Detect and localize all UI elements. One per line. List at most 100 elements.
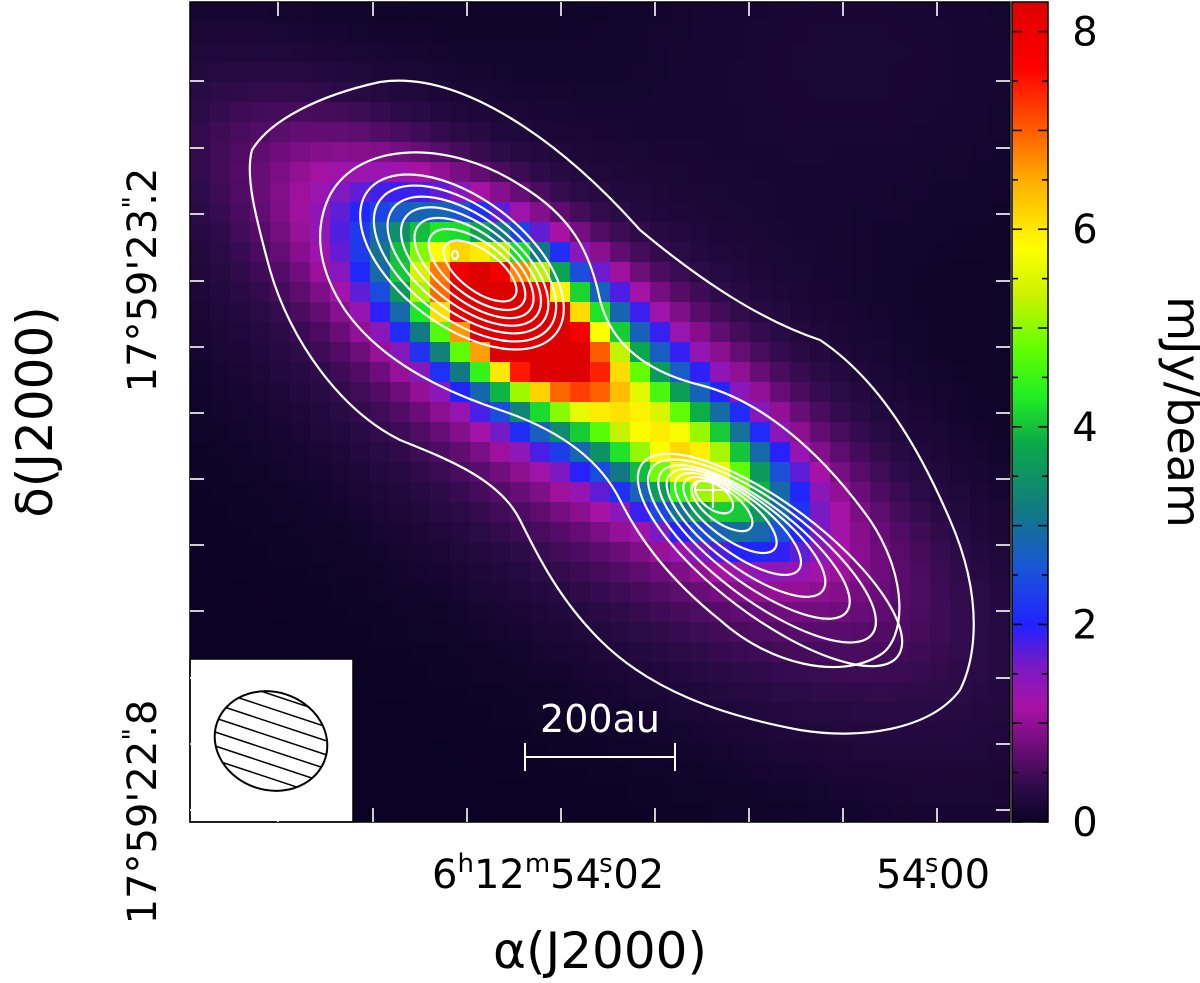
heatmap-pixel (450, 362, 471, 383)
heatmap-pixel (350, 802, 371, 822)
heatmap-pixel (550, 182, 571, 203)
heatmap-pixel (950, 482, 971, 503)
heatmap-pixel (330, 482, 351, 503)
heatmap-pixel (570, 2, 591, 23)
contour-level-2 (319, 151, 901, 669)
heatmap-pixel (890, 682, 911, 703)
heatmap-pixel (730, 202, 751, 223)
heatmap-pixel (910, 422, 931, 443)
heatmap-pixel (650, 162, 671, 183)
heatmap-pixel (730, 282, 751, 303)
heatmap-pixel (750, 82, 771, 103)
heatmap-pixel (410, 462, 431, 483)
heatmap-pixel (330, 202, 351, 223)
heatmap-pixel (230, 42, 251, 63)
heatmap-pixel (290, 522, 311, 543)
heatmap-pixel (850, 42, 871, 63)
heatmap-pixel (590, 382, 611, 403)
heatmap-pixel (630, 582, 651, 603)
heatmap-pixel (190, 562, 211, 583)
heatmap-pixel (830, 622, 851, 643)
heatmap-pixel (470, 802, 491, 822)
heatmap-pixel (990, 322, 1010, 343)
heatmap-pixel (470, 462, 491, 483)
heatmap-pixel (210, 402, 231, 423)
heatmap-pixel (530, 122, 551, 143)
heatmap-pixel (930, 602, 951, 623)
heatmap-pixel (830, 362, 851, 383)
heatmap-pixel (550, 522, 571, 543)
heatmap-pixel (510, 702, 531, 723)
heatmap-pixel (490, 342, 511, 363)
heatmap-pixel (990, 762, 1010, 783)
heatmap-pixel (890, 302, 911, 323)
heatmap-pixel (970, 542, 991, 563)
heatmap-pixel (530, 62, 551, 83)
heatmap-pixel (510, 402, 531, 423)
heatmap-pixel (830, 202, 851, 223)
heatmap-pixel (230, 602, 251, 623)
heatmap-pixel (630, 2, 651, 23)
heatmap-pixel (450, 2, 471, 23)
heatmap-pixel (210, 42, 231, 63)
heatmap-pixel (530, 382, 551, 403)
heatmap-pixel (830, 102, 851, 123)
heatmap-pixel (570, 582, 591, 603)
heatmap-pixel (530, 742, 551, 763)
heatmap-pixel (910, 302, 931, 323)
heatmap-pixel (650, 622, 671, 643)
heatmap-pixel (190, 222, 211, 243)
heatmap-pixel (570, 642, 591, 663)
heatmap-pixel (730, 22, 751, 43)
heatmap-pixel (210, 322, 231, 343)
heatmap-pixel (450, 742, 471, 763)
heatmap-pixel (310, 562, 331, 583)
heatmap-pixel (410, 422, 431, 443)
heatmap-pixel (850, 542, 871, 563)
heatmap-pixel (610, 42, 631, 63)
heatmap-pixel (230, 342, 251, 363)
heatmap-pixel (230, 422, 251, 443)
heatmap-pixel (610, 542, 631, 563)
heatmap-pixel (630, 162, 651, 183)
heatmap-pixel (470, 82, 491, 103)
heatmap-pixel (870, 122, 891, 143)
heatmap-pixel (950, 382, 971, 403)
heatmap-pixel (830, 302, 851, 323)
heatmap-pixel (710, 2, 731, 23)
heatmap-pixel (250, 122, 271, 143)
heatmap-pixel (410, 562, 431, 583)
heatmap-pixel (890, 42, 911, 63)
heatmap-pixel (430, 562, 451, 583)
heatmap-pixel (690, 702, 711, 723)
heatmap-pixel (250, 142, 271, 163)
heatmap-pixel (530, 642, 551, 663)
heatmap-pixel (510, 222, 531, 243)
heatmap-pixel (710, 22, 731, 43)
heatmap-pixel (810, 422, 831, 443)
heatmap-pixel (790, 382, 811, 403)
heatmap-pixel (850, 362, 871, 383)
heatmap-pixel (270, 42, 291, 63)
heatmap-pixel (610, 502, 631, 523)
heatmap-pixel (530, 462, 551, 483)
heatmap-pixel (210, 482, 231, 503)
heatmap-pixel (830, 722, 851, 743)
heatmap-pixel (930, 422, 951, 443)
heatmap-pixel (570, 762, 591, 783)
contour-sw-level (657, 464, 851, 620)
heatmap-pixel (230, 122, 251, 143)
heatmap-pixel (810, 302, 831, 323)
heatmap-pixel (730, 642, 751, 663)
heatmap-pixel (490, 722, 511, 743)
heatmap-pixel (410, 642, 431, 663)
heatmap-pixel (550, 742, 571, 763)
heatmap-pixel (810, 622, 831, 643)
heatmap-pixel (750, 162, 771, 183)
heatmap-pixel (970, 602, 991, 623)
heatmap-pixel (770, 382, 791, 403)
heatmap-pixel (850, 342, 871, 363)
contour-ne-level (442, 239, 518, 303)
heatmap-pixel (970, 282, 991, 303)
heatmap-pixel (610, 302, 631, 323)
